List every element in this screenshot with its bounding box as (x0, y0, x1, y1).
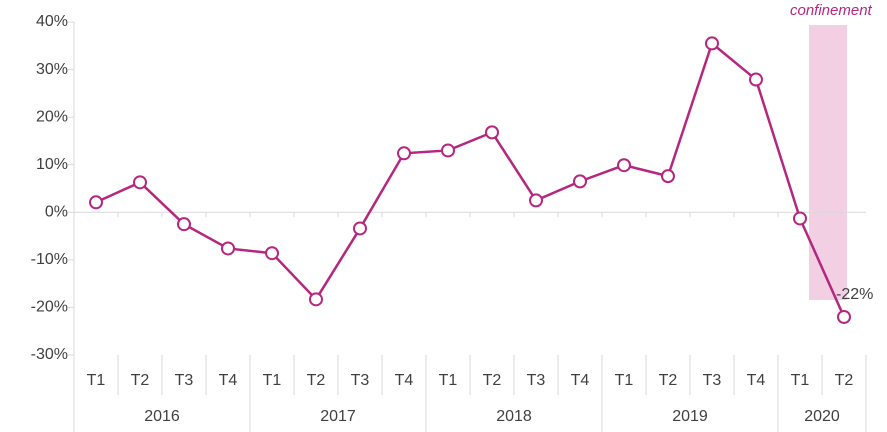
y-tick-label: 20% (36, 108, 68, 125)
point (441, 143, 455, 158)
x-tick-label: T4 (219, 372, 238, 389)
point (485, 125, 499, 140)
group-label: 2016 (144, 408, 180, 425)
highlight-band (809, 25, 847, 300)
group-label: 2018 (496, 408, 532, 425)
point (573, 174, 587, 189)
y-tick-label: -20% (31, 299, 68, 316)
y-tick-label: 0% (45, 204, 68, 221)
x-tick-label: T1 (791, 372, 810, 389)
x-tick-label: T1 (87, 372, 106, 389)
y-tick-label: -30% (31, 346, 68, 363)
point (133, 175, 147, 190)
x-tick-label: T1 (439, 372, 458, 389)
point (89, 195, 103, 210)
x-tick-label: T2 (131, 372, 150, 389)
x-tick-label: T4 (747, 372, 766, 389)
point (221, 241, 235, 256)
point (353, 221, 367, 236)
x-tick-label: T4 (571, 372, 590, 389)
series-line (95, 41, 846, 318)
x-tick-label: T4 (395, 372, 414, 389)
x-tick-label: T3 (351, 372, 370, 389)
group-label: 2019 (672, 408, 708, 425)
annotation: confinement (790, 2, 873, 19)
x-tick-label: T3 (703, 372, 722, 389)
point (177, 217, 191, 232)
x-tick-label: T2 (483, 372, 502, 389)
group-label: 2017 (320, 408, 356, 425)
y-tick-label: 40% (36, 13, 68, 30)
y-tick-label: -10% (31, 251, 68, 268)
y-tick-label: 10% (36, 156, 68, 173)
point (309, 292, 323, 307)
point (793, 211, 807, 226)
x-tick-label: T1 (615, 372, 634, 389)
point (617, 158, 631, 173)
point (749, 72, 763, 87)
point (837, 309, 851, 324)
group-label: 2020 (804, 408, 840, 425)
value-label: -22% (836, 286, 873, 303)
x-tick-label: T2 (659, 372, 678, 389)
x-tick-label: T2 (307, 372, 326, 389)
point (265, 246, 279, 261)
x-tick-label: T3 (175, 372, 194, 389)
point (397, 146, 411, 161)
x-tick-label: T1 (263, 372, 282, 389)
y-tick-label: 30% (36, 61, 68, 78)
point (529, 193, 543, 208)
point (705, 36, 719, 51)
x-tick-label: T3 (527, 372, 546, 389)
x-tick-label: T2 (835, 372, 854, 389)
point (661, 169, 675, 184)
